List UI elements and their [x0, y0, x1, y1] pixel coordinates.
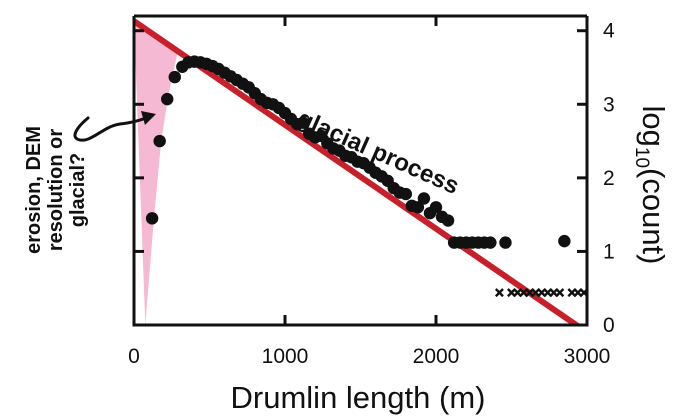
- fit-line-layer: [134, 18, 582, 325]
- data-point: [499, 236, 512, 249]
- data-point: [417, 192, 431, 205]
- data-point: [429, 201, 443, 214]
- data-point: [558, 234, 571, 248]
- region-label-line-3: glacial?: [67, 153, 89, 227]
- data-points-layer: [145, 55, 571, 249]
- axes-layer: [132, 14, 589, 327]
- region-label-line-1: erosion, DEM: [23, 126, 45, 254]
- y-tick-label: 4: [603, 20, 615, 43]
- x-tick-label: 1000: [262, 345, 309, 368]
- annotation-arrowhead: [141, 111, 156, 125]
- data-point: [484, 236, 497, 249]
- y-axis-title-subscript: 10: [631, 147, 652, 168]
- y-tick-label: 2: [603, 167, 615, 190]
- annotation-arrow: [73, 116, 148, 142]
- x-tick-label: 3000: [564, 345, 611, 368]
- shaded-region: [134, 21, 178, 325]
- zero-count-marker: [494, 288, 504, 298]
- x-tick-label: 2000: [413, 345, 460, 368]
- fit-line: [134, 18, 582, 325]
- zero-count-marker-stroke: [555, 288, 565, 298]
- data-point: [161, 92, 174, 106]
- x-axis-title: Drumlin length (m): [231, 380, 486, 415]
- tick-labels-layer: 0 1000 2000 3000 0 1 2 3 4: [128, 20, 615, 368]
- data-point: [168, 70, 181, 84]
- zero-count-marker-stroke: [494, 288, 504, 298]
- region-label-line-2: resolution or: [45, 129, 67, 251]
- data-point: [153, 134, 166, 148]
- data-point: [296, 116, 310, 129]
- y-axis-title: log10(count): [631, 106, 671, 265]
- y-axis-title-suffix: (count): [636, 168, 671, 264]
- zero-count-marker: [579, 288, 589, 298]
- y-tick-label: 1: [603, 240, 615, 263]
- data-point: [145, 212, 159, 225]
- region-label: erosion, DEM resolution or glacial?: [23, 126, 89, 254]
- y-tick-label: 3: [603, 93, 615, 116]
- y-axis-title-prefix: log: [636, 106, 671, 147]
- data-point: [411, 201, 425, 214]
- shaded-region-layer: [134, 21, 178, 325]
- data-point: [441, 214, 455, 227]
- x-tick-label: 0: [128, 345, 140, 368]
- data-point: [399, 187, 412, 201]
- zero-markers-layer: [494, 288, 589, 298]
- zero-count-marker: [555, 288, 565, 298]
- zero-count-marker-stroke: [579, 288, 589, 298]
- y-tick-label: 0: [603, 314, 615, 337]
